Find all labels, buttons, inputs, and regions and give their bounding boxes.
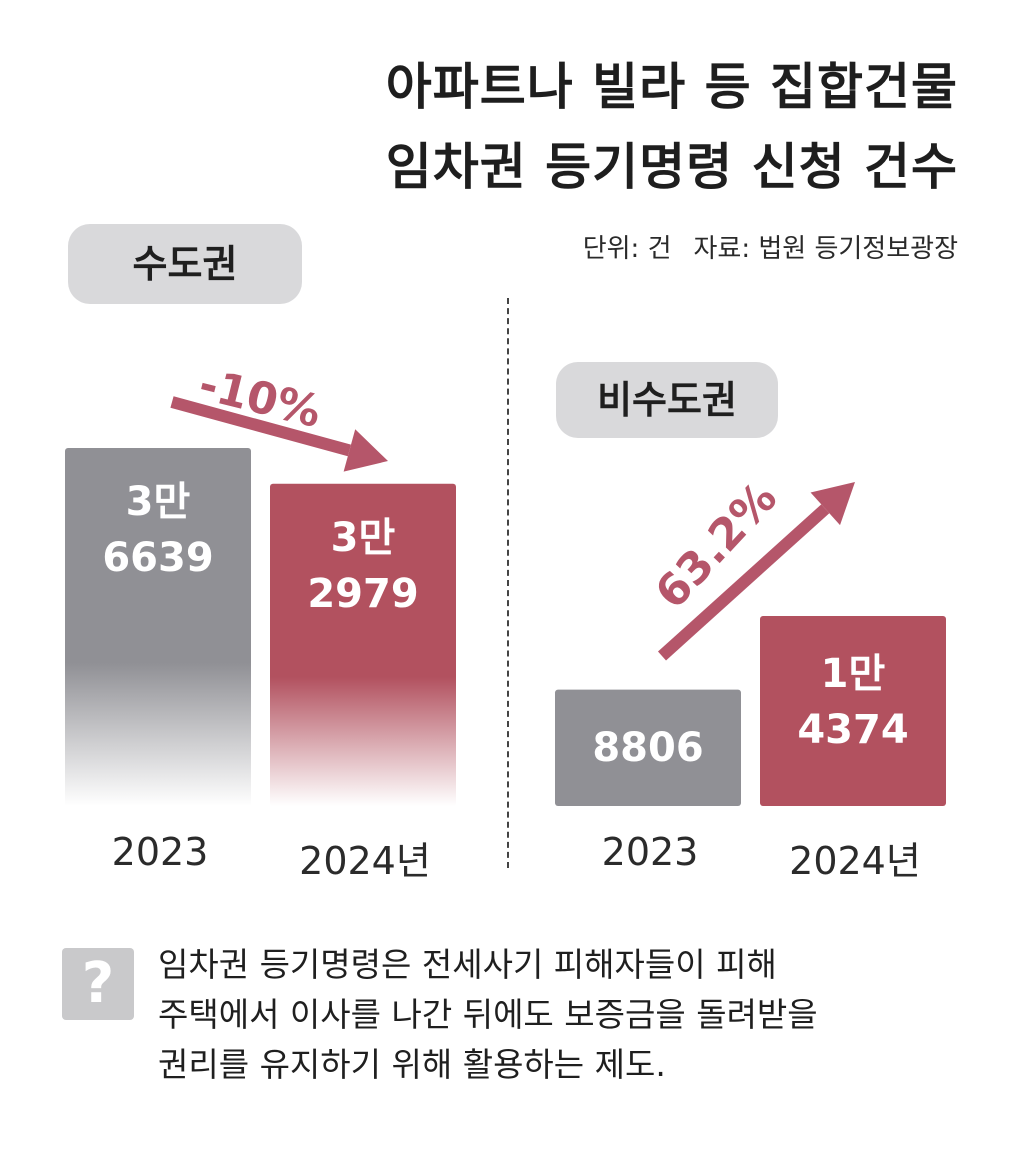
trend-arrow-capital [170,396,388,472]
question-icon: ? [62,948,134,1020]
bar-value-label: 8806 [555,720,741,776]
bar-value-label: 3만 6639 [65,474,251,586]
bar-value-line: 4374 [797,707,909,753]
unit-label: 단위: 건 [582,234,672,264]
bar-value-line: 2979 [307,570,419,617]
year-label: 2023 [601,830,699,874]
bar-capital-0 [65,448,251,806]
bar-value-line: 6639 [102,535,214,581]
chart-meta: 단위: 건 자료: 법원 등기정보광장 [583,228,958,265]
bar-noncapital-1 [760,616,946,806]
year-label: 2024년 [789,839,921,883]
year-label: 2023 [111,830,209,874]
bar-value-line: 3만 [330,514,396,561]
trend-arrow-noncapital [657,482,855,661]
bar-value-line: 8806 [592,724,704,771]
source-label: 자료: 법원 등기정보광장 [693,234,959,264]
footnote: 임차권 등기명령은 전세사기 피해자들이 피해 주택에서 이사를 나간 뒤에도 … [158,940,958,1090]
year-label: 2024년 [299,839,431,883]
footnote-line: 주택에서 이사를 나간 뒤에도 보증금을 돌려받을 [158,995,818,1034]
bar-value-line: 3만 [125,479,191,525]
panel-divider [507,298,509,868]
chart-title-line-1: 아파트나 빌라 등 집합건물 [385,58,958,116]
footnote-line: 권리를 유지하기 위해 활용하는 제도. [158,1045,666,1084]
region-label-capital: 수도권 [68,224,302,304]
region-label-noncapital: 비수도권 [556,362,778,438]
bar-value-line: 1만 [820,651,886,697]
bar-capital-1 [270,483,456,806]
bar-value-label: 3만 2979 [270,510,456,622]
chart-title-line-2: 임차권 등기명령 신청 건수 [385,138,958,196]
footnote-line: 임차권 등기명령은 전세사기 피해자들이 피해 [158,945,777,984]
bar-value-label: 1만 4374 [760,646,946,758]
bar-noncapital-0 [555,689,741,806]
